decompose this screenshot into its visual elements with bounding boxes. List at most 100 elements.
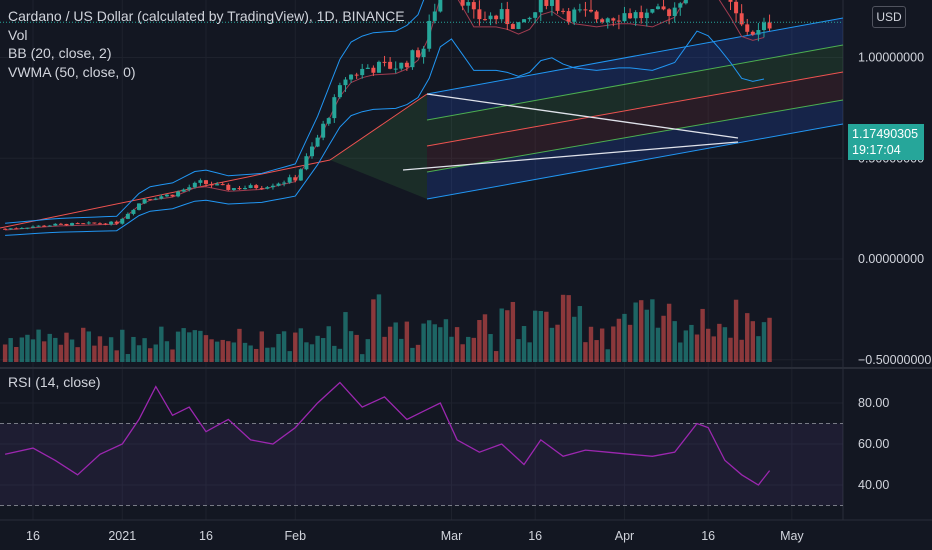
- candle-body: [248, 185, 253, 188]
- candle-body: [622, 13, 627, 22]
- volume-bar: [298, 328, 304, 362]
- candle-body: [499, 9, 504, 20]
- volume-bar: [214, 341, 220, 362]
- countdown-timer: 19:17:04: [852, 143, 901, 157]
- candle-body: [538, 0, 543, 13]
- volume-bar: [627, 324, 633, 362]
- volume-bar: [332, 345, 337, 362]
- candle-body: [287, 177, 292, 183]
- volume-bar: [30, 339, 36, 362]
- candle-body: [371, 67, 376, 73]
- pitchfork-line: [426, 71, 844, 147]
- volume-bar: [700, 308, 705, 362]
- candle-body: [683, 0, 688, 4]
- rsi-band-fill: [0, 423, 843, 506]
- volume-bar: [415, 344, 421, 362]
- volume-bar: [103, 345, 108, 362]
- volume-bar: [226, 341, 231, 362]
- currency-button[interactable]: USD: [872, 6, 906, 28]
- candle-body: [667, 9, 672, 17]
- volume-bar: [125, 354, 131, 362]
- volume-bar: [566, 295, 571, 362]
- candle-body: [131, 209, 136, 214]
- candle-body: [159, 196, 164, 199]
- volume-bar: [499, 308, 504, 362]
- volume-bar: [477, 320, 482, 362]
- volume-bar: [136, 345, 142, 362]
- rsi-line: [4, 381, 771, 486]
- volume-bar: [666, 303, 672, 362]
- volume-bar: [376, 294, 382, 362]
- volume-bar: [594, 340, 599, 362]
- pitchfork-median-line: [0, 159, 331, 229]
- candle-body: [633, 12, 638, 19]
- candle-body: [728, 0, 733, 2]
- volume-bar: [114, 350, 119, 362]
- volume-bar: [533, 310, 538, 362]
- candle-body: [203, 180, 208, 184]
- candle-body: [555, 0, 560, 11]
- candle-body: [14, 228, 19, 230]
- vwma-legend[interactable]: VWMA (50, close, 0): [8, 64, 136, 80]
- bb-legend[interactable]: BB (20, close, 2): [8, 45, 112, 61]
- candle-body: [388, 61, 393, 69]
- volume-bar: [287, 351, 292, 362]
- price-axis[interactable]: 2.000000001.500000001.000000000.50000000…: [858, 0, 931, 493]
- volume-bar: [259, 331, 264, 362]
- candle-body: [92, 222, 97, 224]
- candle-body: [745, 24, 750, 32]
- candle-body: [416, 50, 421, 58]
- volume-bar: [521, 326, 527, 362]
- volume-bar: [538, 310, 543, 362]
- volume-bar: [527, 342, 532, 362]
- volume-bar: [86, 331, 91, 362]
- volume-bar: [577, 306, 583, 362]
- candle-body: [187, 187, 192, 190]
- candle-body: [365, 67, 370, 69]
- candle-body: [209, 183, 214, 186]
- candle-body: [8, 228, 13, 230]
- volume-bar: [482, 314, 488, 362]
- candle-body: [120, 218, 125, 224]
- volume-bar: [555, 324, 560, 362]
- candle-body: [471, 2, 476, 10]
- volume-bar: [326, 326, 331, 362]
- candle-body: [192, 182, 197, 188]
- time-axis[interactable]: 16 2021 16 Feb Mar 16 Apr 16 May: [26, 529, 804, 543]
- candle-body: [494, 15, 499, 20]
- bb-lower: [5, 30, 765, 236]
- volume-bar: [678, 342, 683, 362]
- candle-body: [137, 203, 142, 210]
- candle-body: [460, 0, 465, 6]
- rsi-tick-label: 80.00: [858, 396, 889, 410]
- candle-body: [259, 188, 264, 190]
- candle-body: [298, 169, 303, 181]
- volume-bar: [410, 347, 415, 362]
- volume-bar: [633, 302, 638, 362]
- candle-body: [410, 50, 415, 68]
- candle-body: [376, 61, 381, 73]
- vol-legend[interactable]: Vol: [8, 27, 28, 43]
- volume-bar: [694, 334, 700, 362]
- candle-body: [349, 74, 354, 80]
- candle-body: [343, 79, 348, 86]
- candle-body: [734, 1, 739, 14]
- volume-bar: [36, 329, 41, 362]
- candle-body: [276, 183, 281, 186]
- volume-bar: [661, 315, 666, 362]
- volume-bar: [750, 321, 756, 362]
- volume-bar: [53, 337, 58, 362]
- volume-bar: [181, 328, 186, 362]
- rsi-legend[interactable]: RSI (14, close): [8, 374, 101, 390]
- candle-body: [600, 19, 605, 23]
- time-tick-label: 16: [26, 529, 40, 543]
- volume-bar: [159, 326, 164, 362]
- volume-bar: [265, 347, 270, 362]
- candle-body: [25, 227, 30, 229]
- candle-body: [577, 9, 582, 11]
- candle-body: [75, 223, 80, 225]
- candle-body: [477, 9, 482, 20]
- pitchfork-channel: [0, 17, 844, 229]
- volume-bar: [41, 341, 47, 362]
